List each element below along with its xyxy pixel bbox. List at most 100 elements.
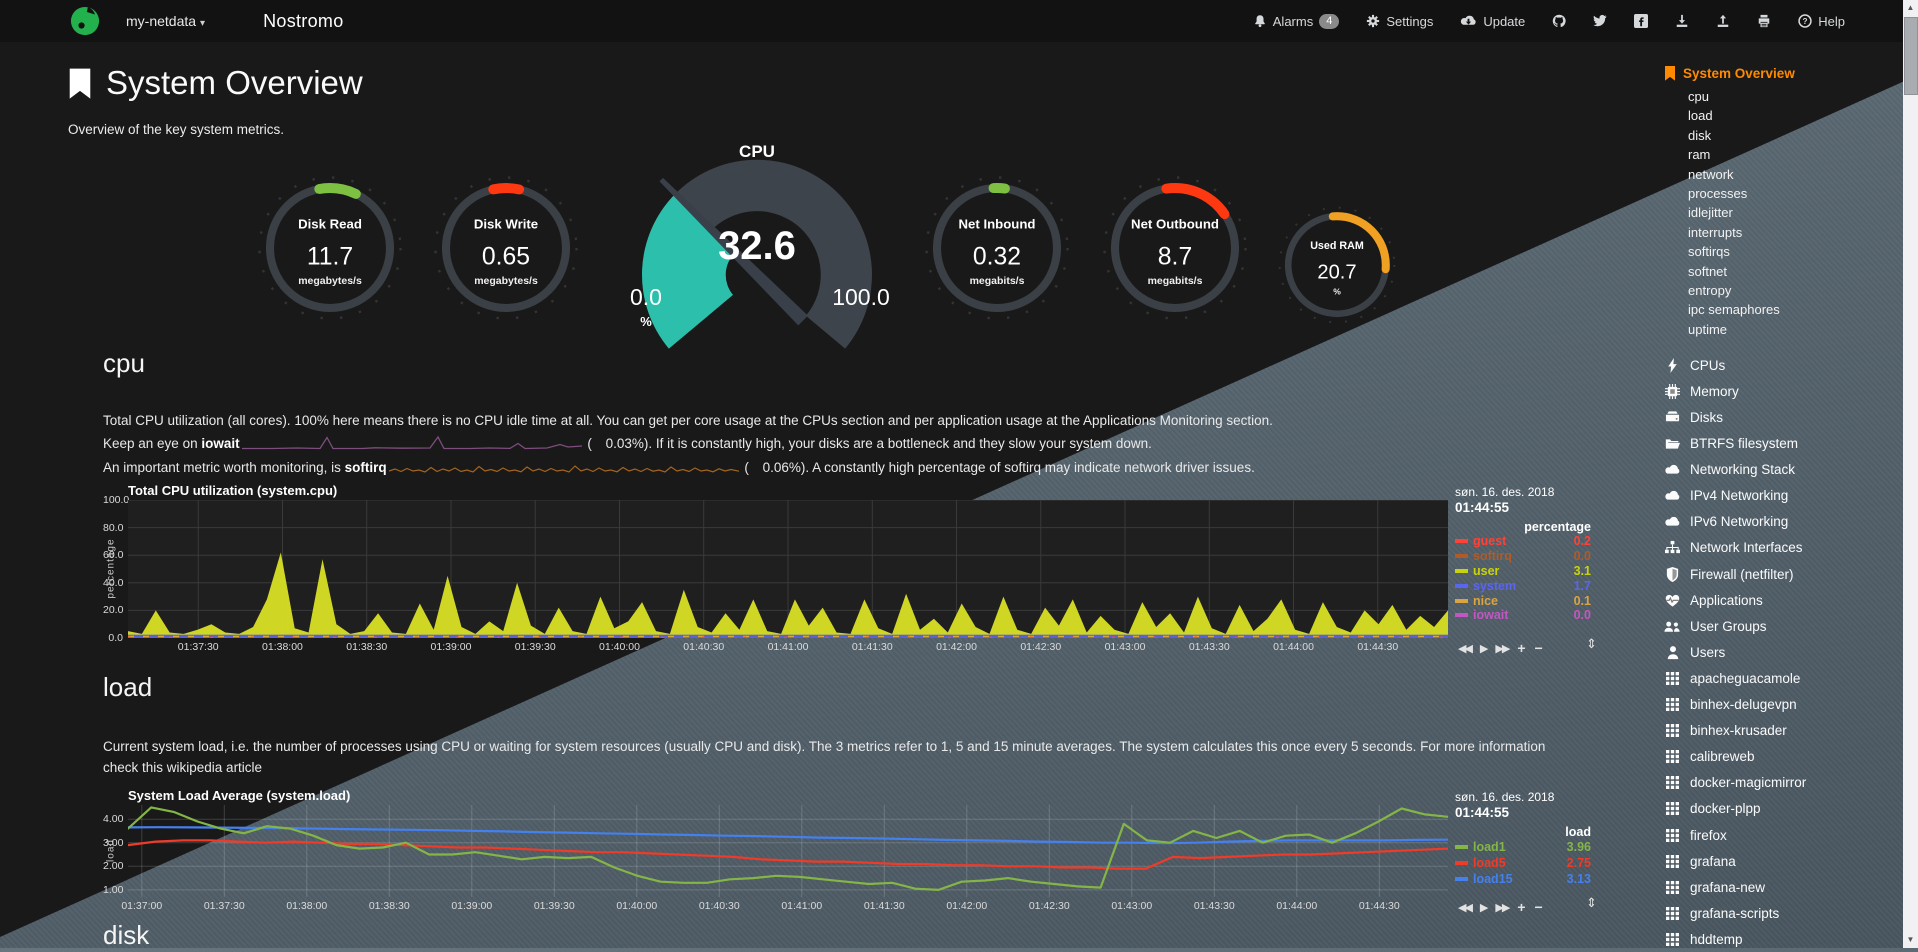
nav-item-facebook[interactable] (1634, 14, 1649, 28)
gauge-net-outbound[interactable]: Net Outbound 8.7 megabits/s (1100, 173, 1250, 323)
legend-name: system (1473, 578, 1517, 593)
legend-entry-load5[interactable]: load5 2.75 (1455, 855, 1591, 871)
sidebar-item-network-interfaces[interactable]: Network Interfaces (1664, 535, 1896, 561)
zoom-out-icon[interactable]: − (1534, 899, 1543, 915)
sidebar-item-applications[interactable]: Applications (1664, 587, 1896, 613)
sidebar-item-docker-magicmirror[interactable]: docker-magicmirror (1664, 770, 1896, 796)
scrollbar-up-arrow[interactable]: ▲ (1906, 3, 1915, 12)
sidebar-item-calibreweb[interactable]: calibreweb (1664, 744, 1896, 770)
pan-forward-icon[interactable]: ▶▶ (1495, 642, 1510, 655)
sidebar-item-ipv6-networking[interactable]: IPv6 Networking (1664, 509, 1896, 535)
pan-backward-icon[interactable]: ◀◀ (1458, 901, 1473, 914)
sidebar-item-cpus[interactable]: CPUs (1664, 352, 1896, 378)
cpu-plot-area[interactable] (128, 500, 1448, 638)
page-scrollbar[interactable]: ▲ ▼ (1903, 0, 1918, 948)
sidebar-item-apacheguacamole[interactable]: apacheguacamole (1664, 665, 1896, 691)
nav-item-export[interactable] (1675, 14, 1689, 28)
sidebar-item-memory[interactable]: Memory (1664, 378, 1896, 404)
cpu-gauge-units: % (640, 314, 652, 329)
legend-entry-softirq[interactable]: softirq 0.0 (1455, 549, 1591, 564)
x-tick: 01:41:00 (767, 641, 809, 653)
legend-name: iowait (1473, 608, 1509, 623)
sidebar-subitem-idlejitter[interactable]: idlejitter (1688, 205, 1733, 221)
legend-name: guest (1473, 534, 1507, 549)
load-chart: System Load Average (system.load) load 4.0… (103, 788, 1618, 920)
sidebar-subitem-entropy[interactable]: entropy (1688, 283, 1732, 299)
sidebar-item-binhex-krusader[interactable]: binhex-krusader (1664, 718, 1896, 744)
sidebar-item-label: User Groups (1690, 618, 1767, 634)
sidebar-subitem-softirqs[interactable]: softirqs (1688, 244, 1730, 260)
sidebar-subitem-uptime[interactable]: uptime (1688, 321, 1728, 337)
cpu-gauge[interactable]: 32.6 (632, 156, 882, 367)
sidebar-subitem-ram[interactable]: ram (1688, 147, 1711, 163)
sidebar-item-docker-plpp[interactable]: docker-plpp (1664, 796, 1896, 822)
legend-entry-iowait[interactable]: iowait 0.0 (1455, 608, 1591, 623)
sidebar-item-hddtemp[interactable]: hddtemp (1664, 926, 1896, 952)
sidebar-item-user-groups[interactable]: User Groups (1664, 613, 1896, 639)
zoom-out-icon[interactable]: − (1534, 640, 1543, 656)
sidebar-item-firefox[interactable]: firefox (1664, 822, 1896, 848)
sidebar-item-ipv4-networking[interactable]: IPv4 Networking (1664, 483, 1896, 509)
legend-swatch (1455, 583, 1468, 588)
sidebar-item-disks[interactable]: Disks (1664, 404, 1896, 430)
sidebar-item-label: Networking Stack (1690, 462, 1796, 478)
nav-item-print[interactable] (1757, 14, 1771, 28)
legend-name: load5 (1473, 856, 1506, 870)
svg-text:8.7: 8.7 (1158, 244, 1192, 271)
sidebar-item-networking-stack[interactable]: Networking Stack (1664, 457, 1896, 483)
nav-item-import[interactable] (1716, 14, 1730, 28)
legend-entry-nice[interactable]: nice 0.1 (1455, 593, 1591, 608)
play-icon[interactable]: ▶ (1479, 901, 1489, 914)
sidebar-item-label: Users (1690, 644, 1726, 660)
sidebar-item-grafana-scripts[interactable]: grafana-scripts (1664, 900, 1896, 926)
sidebar-item-grafana-new[interactable]: grafana-new (1664, 874, 1896, 900)
legend-entry-system[interactable]: system 1.7 (1455, 578, 1591, 593)
sidebar-subitem-load[interactable]: load (1688, 108, 1713, 124)
svg-text:megabits/s: megabits/s (1148, 275, 1203, 287)
hostname-dropdown[interactable]: my-netdata ▾ (126, 13, 205, 29)
x-tick: 01:38:00 (286, 900, 328, 912)
pan-forward-icon[interactable]: ▶▶ (1495, 901, 1510, 914)
cpu-resize-handle-icon[interactable]: ⇕ (1586, 636, 1597, 651)
gauge-used-ram[interactable]: Used RAM 20.7% (1276, 204, 1398, 326)
legend-entry-user[interactable]: user 3.1 (1455, 564, 1591, 579)
play-icon[interactable]: ▶ (1479, 642, 1489, 655)
load-resize-handle-icon[interactable]: ⇕ (1586, 895, 1597, 910)
x-tick: 01:39:00 (430, 641, 472, 653)
grid-icon (1664, 775, 1681, 790)
sidebar-item-system-overview[interactable]: System Overview (1664, 66, 1896, 81)
nav-item-settings[interactable]: Settings (1366, 14, 1433, 29)
sidebar-subitem-softnet[interactable]: softnet (1688, 263, 1728, 279)
scrollbar-down-arrow[interactable]: ▼ (1906, 935, 1915, 944)
legend-entry-guest[interactable]: guest 0.2 (1455, 534, 1591, 549)
sidebar-subitem-interrupts[interactable]: interrupts (1688, 224, 1743, 240)
sidebar-item-grafana[interactable]: grafana (1664, 848, 1896, 874)
zoom-in-icon[interactable]: + (1517, 640, 1526, 656)
nav-item-twitter[interactable] (1593, 14, 1607, 28)
x-tick: 01:42:30 (1020, 641, 1062, 653)
nav-item-help[interactable]: ? Help (1798, 14, 1845, 29)
sidebar-item-users[interactable]: Users (1664, 639, 1896, 665)
load-plot-area[interactable] (128, 805, 1448, 897)
nav-item-update[interactable]: Update (1460, 14, 1525, 29)
sidebar-subitem-cpu[interactable]: cpu (1688, 89, 1709, 104)
sidebar-item-firewall-netfilter-[interactable]: Firewall (netfilter) (1664, 561, 1896, 587)
sidebar-item-btrfs-filesystem[interactable]: BTRFS filesystem (1664, 431, 1896, 457)
gauge-disk-read[interactable]: Disk Read 11.7 megabytes/s (255, 173, 405, 323)
gauge-net-inbound[interactable]: Net Inbound 0.32 megabits/s (922, 173, 1072, 323)
netdata-logo[interactable] (70, 6, 100, 36)
sidebar-subitem-ipc-semaphores[interactable]: ipc semaphores (1688, 302, 1780, 318)
nav-item-alarms[interactable]: Alarms 4 (1253, 13, 1340, 29)
cpu-gauge-title: CPU (739, 142, 775, 161)
sidebar-item-binhex-delugevpn[interactable]: binhex-delugevpn (1664, 692, 1896, 718)
zoom-in-icon[interactable]: + (1517, 899, 1526, 915)
legend-entry-load1[interactable]: load1 3.96 (1455, 839, 1591, 855)
scrollbar-thumb[interactable] (1904, 17, 1918, 95)
sidebar-subitem-network[interactable]: network (1688, 166, 1734, 182)
pan-backward-icon[interactable]: ◀◀ (1458, 642, 1473, 655)
sidebar-subitem-processes[interactable]: processes (1688, 186, 1748, 202)
gauge-disk-write[interactable]: Disk Write 0.65 megabytes/s (431, 173, 581, 323)
legend-entry-load15[interactable]: load15 3.13 (1455, 871, 1591, 887)
nav-item-github[interactable] (1552, 14, 1566, 28)
sidebar-subitem-disk[interactable]: disk (1688, 127, 1712, 143)
